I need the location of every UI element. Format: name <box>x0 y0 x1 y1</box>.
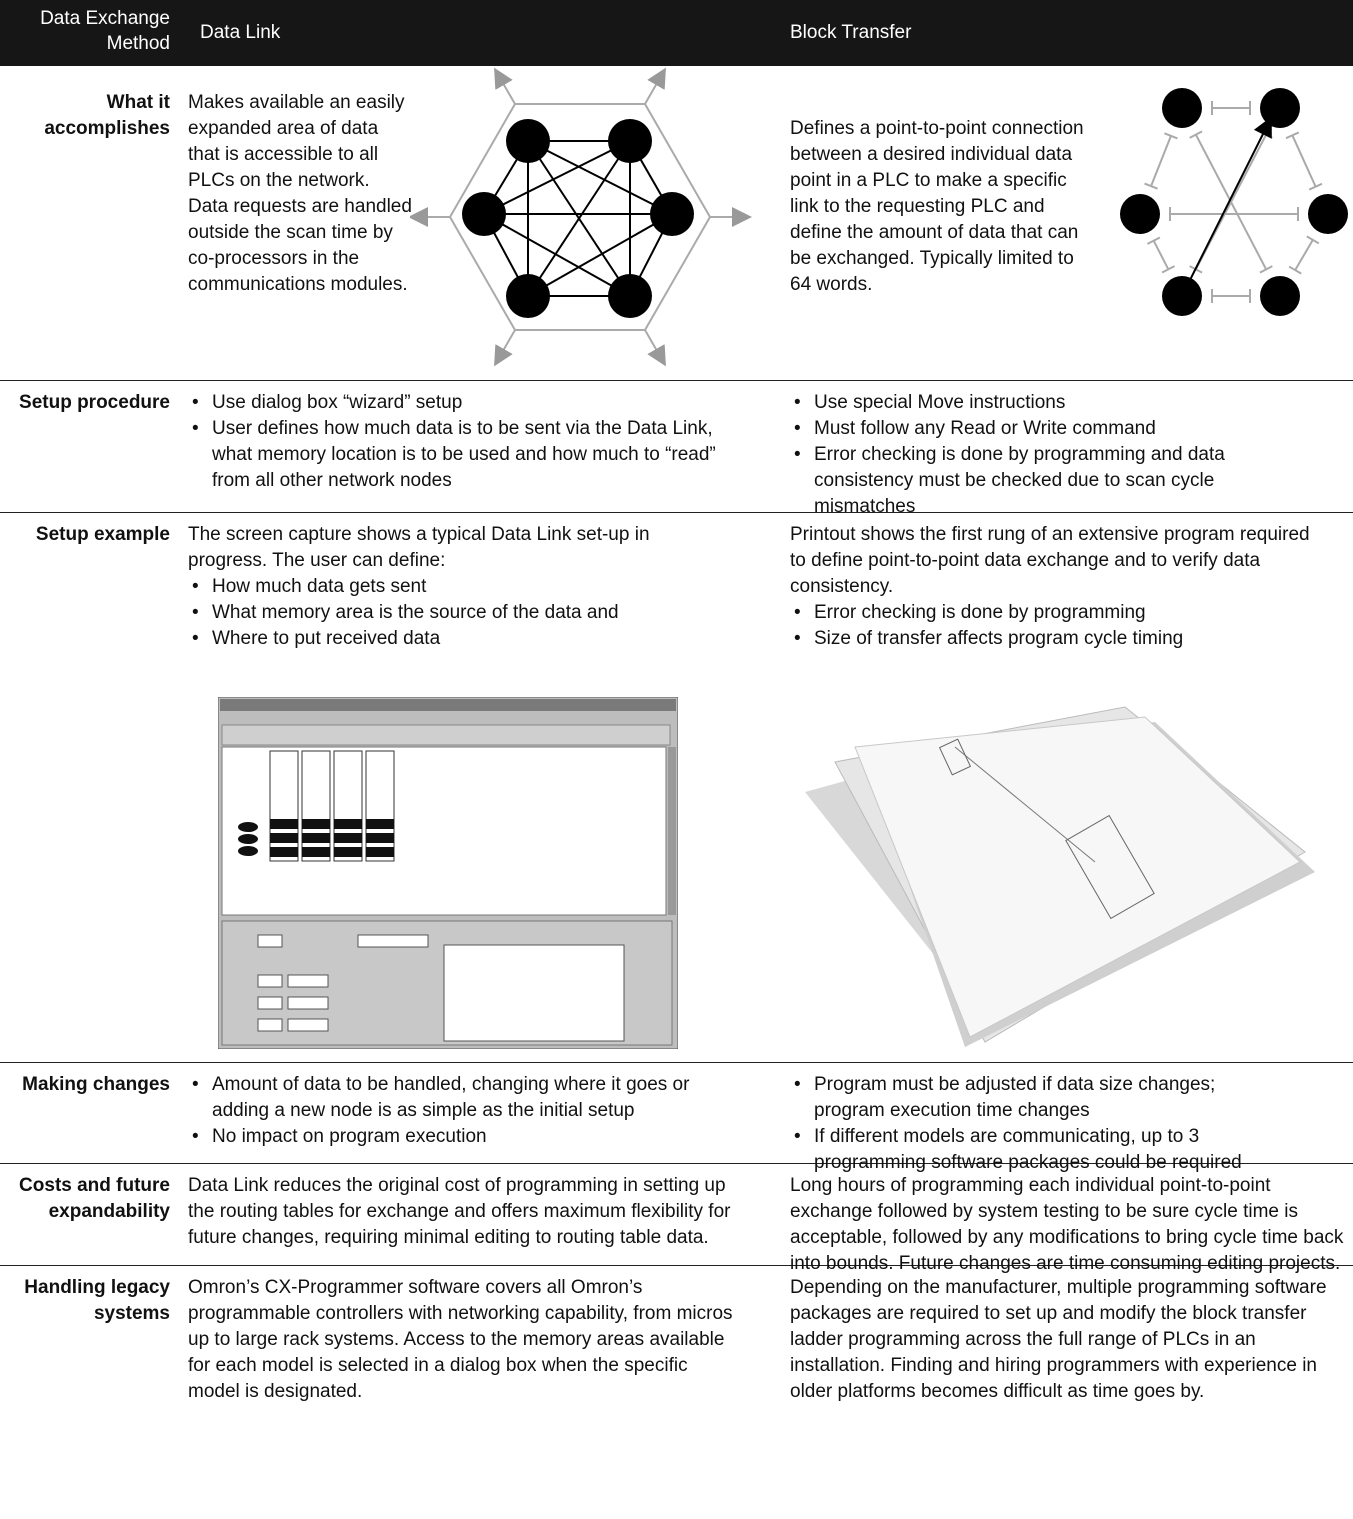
link <box>483 213 631 297</box>
header-cell: Data Link <box>200 22 281 43</box>
bullet: No impact on program execution <box>188 1124 733 1150</box>
connection <box>1152 240 1170 270</box>
bullet: If different models are communicating, u… <box>790 1124 1290 1176</box>
bullet-list: Use special Move instructions Must follo… <box>790 390 1310 520</box>
cell-text: Data Link reduces the original cost of p… <box>188 1175 731 1248</box>
connection-end <box>1306 235 1320 245</box>
cell-block: Printout shows the first rung of an exte… <box>790 522 1320 652</box>
bullet: Size of transfer affects program cycle t… <box>790 626 1320 652</box>
bullet: Amount of data to be handled, changing w… <box>188 1072 733 1124</box>
row: Costs and future expandability Data Link… <box>0 1163 1353 1274</box>
connection <box>1294 239 1314 271</box>
bullet-list: Program must be adjusted if data size ch… <box>790 1072 1290 1176</box>
arrow <box>494 329 516 367</box>
row: Setup procedure Use dialog box “wizard” … <box>0 380 1353 517</box>
cell-text: Printout shows the first rung of an exte… <box>790 524 1310 597</box>
bullet: Error checking is done by programming <box>790 600 1320 626</box>
bullet: Where to put received data <box>188 626 733 652</box>
node <box>1120 194 1160 234</box>
bullet: Must follow any Read or Write command <box>790 416 1310 442</box>
cell-text: Omron’s CX-Programmer software covers al… <box>188 1277 733 1402</box>
bullet-list: Error checking is done by programming Si… <box>790 600 1320 652</box>
row: Setup example The screen capture shows a… <box>0 512 1353 1063</box>
row-label: Making changes <box>22 1074 170 1095</box>
row: What it accomplishes Makes available an … <box>0 66 1353 381</box>
bullet: Error checking is done by programming an… <box>790 442 1310 520</box>
bullet: Use dialog box “wizard” setup <box>188 390 733 416</box>
connection-end <box>1161 265 1176 274</box>
connection-end <box>1189 130 1203 139</box>
header-cell: Block Transfer <box>790 22 912 43</box>
cell-text: Makes available an easily expanded area … <box>188 92 412 295</box>
block-transfer-diagram <box>1120 88 1348 316</box>
node <box>1162 276 1202 316</box>
bullet-list: Amount of data to be handled, changing w… <box>188 1072 733 1150</box>
header-cell: Data Exchange Method <box>40 8 170 54</box>
cell-block: The screen capture shows a typical Data … <box>188 522 733 652</box>
bullet: How much data gets sent <box>188 574 733 600</box>
row-label: Setup example <box>35 524 170 545</box>
cell-text: Defines a point-to-point connection betw… <box>790 118 1084 295</box>
connection <box>1150 135 1172 187</box>
cell-text: The screen capture shows a typical Data … <box>188 524 650 571</box>
bullet: Use special Move instructions <box>790 390 1310 416</box>
connection-end <box>1164 132 1178 140</box>
bullet-list: Use dialog box “wizard” setup User defin… <box>188 390 733 494</box>
node <box>506 119 550 163</box>
bullet: User defines how much data is to be sent… <box>188 416 733 494</box>
node <box>1162 88 1202 128</box>
transfer-arrow <box>1181 116 1272 297</box>
row-label: Costs and future expandability <box>19 1175 170 1222</box>
connection-end <box>1146 236 1161 245</box>
connection <box>1291 134 1317 188</box>
connection-end <box>1144 182 1158 190</box>
screen-capture <box>218 697 678 1049</box>
link <box>527 140 631 297</box>
cell-text: Depending on the manufacturer, multiple … <box>790 1277 1327 1402</box>
row-label: What it accomplishes <box>44 92 170 139</box>
printout-image <box>805 706 1315 1047</box>
node <box>650 192 694 236</box>
arrow <box>644 329 666 367</box>
cell-text: Long hours of programming each individua… <box>790 1175 1344 1274</box>
link <box>527 140 673 215</box>
row: Making changes Amount of data to be hand… <box>0 1062 1353 1173</box>
bullet: Program must be adjusted if data size ch… <box>790 1072 1290 1124</box>
arrow <box>644 67 666 105</box>
bullet: What memory area is the source of the da… <box>188 600 733 626</box>
arrow <box>494 67 516 105</box>
node <box>608 274 652 318</box>
connection-end <box>1288 265 1302 275</box>
node <box>1260 276 1300 316</box>
connection-end <box>1259 265 1273 274</box>
row-label: Setup procedure <box>19 392 170 413</box>
link <box>527 213 673 297</box>
data-link-diagram <box>410 67 752 367</box>
node <box>506 274 550 318</box>
row-label: Handling legacy systems <box>24 1277 170 1324</box>
connection-end <box>1308 182 1323 191</box>
node <box>462 192 506 236</box>
link <box>483 140 631 215</box>
node <box>608 119 652 163</box>
node <box>1308 194 1348 234</box>
row: Handling legacy systems Omron’s CX-Progr… <box>0 1265 1353 1519</box>
bullet-list: How much data gets sent What memory area… <box>188 574 733 652</box>
node <box>1260 88 1300 128</box>
header: Data Exchange Method Data Link Block Tra… <box>0 0 1353 66</box>
connection-end <box>1285 131 1300 140</box>
